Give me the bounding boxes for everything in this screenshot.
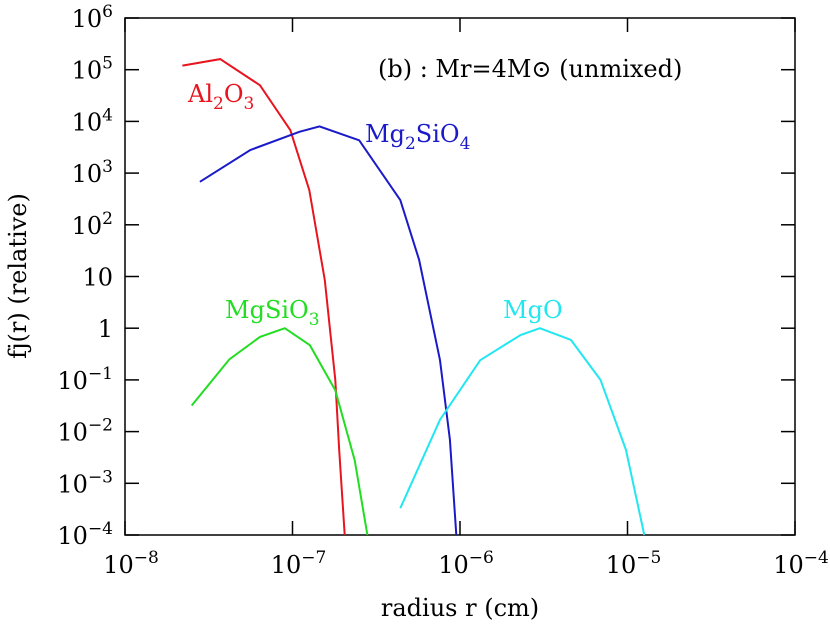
tick-label: 105 (72, 54, 113, 85)
line (190, 327, 369, 536)
tick-label: 10 (82, 264, 113, 292)
tick-base: 10 (72, 212, 103, 240)
tick-label: 10−5 (606, 548, 662, 579)
tick-exponent: 6 (102, 2, 113, 22)
tick-exponent: 5 (102, 54, 113, 74)
tick-label: 10−4 (773, 548, 829, 579)
tick-exponent: −2 (88, 416, 113, 436)
series-label: Mg2SiO4 (365, 120, 470, 154)
tick-base: 10 (72, 108, 103, 136)
series-label: MgO (503, 296, 563, 324)
tick-exponent: −1 (88, 364, 113, 384)
tick-label: 10−4 (57, 519, 113, 550)
line (199, 125, 458, 536)
tick-label: 103 (72, 157, 113, 188)
tick-exponent: 2 (102, 209, 113, 229)
series-label: Al2O3 (187, 80, 254, 114)
tick-base: 10 (72, 57, 103, 85)
tick-base: 10 (773, 551, 804, 579)
tick-label: 10−2 (57, 416, 113, 447)
tick-exponent: −3 (88, 467, 113, 487)
tick-label: 10−1 (57, 364, 113, 395)
tick-exponent: −8 (134, 548, 159, 568)
tick-base: 10 (271, 551, 302, 579)
tick-exponent: 3 (102, 157, 113, 177)
tick-label: 10−7 (271, 548, 327, 579)
line (399, 327, 646, 536)
tick-base: 10 (72, 160, 103, 188)
line (182, 58, 346, 536)
tick-label: 10−6 (438, 548, 494, 579)
tick-label: 102 (72, 209, 113, 240)
tick-label: 104 (72, 105, 113, 136)
tick-exponent: 4 (102, 105, 113, 125)
tick-base: 10 (57, 470, 88, 498)
tick-exponent: −5 (636, 548, 661, 568)
tick-exponent: −7 (301, 548, 326, 568)
tick-base: 10 (103, 551, 134, 579)
annotation: (b) : Mr=4M⊙ (unmixed) (378, 55, 682, 83)
tick-base: 10 (57, 367, 88, 395)
tick-base: 10 (72, 5, 103, 33)
tick-exponent: −6 (469, 548, 494, 568)
tick-base: 10 (438, 551, 469, 579)
series-label: MgSiO3 (225, 296, 320, 330)
tick-base: 10 (57, 522, 88, 550)
tick-label: 10−3 (57, 467, 113, 498)
y-axis-label: fj(r) (relative) (4, 193, 32, 359)
tick-base: 10 (606, 551, 637, 579)
tick-base: 10 (57, 419, 88, 447)
tick-exponent: −4 (804, 548, 829, 568)
tick-label: 10−8 (103, 548, 159, 579)
tick-label: 1 (98, 315, 113, 343)
tick-exponent: −4 (88, 519, 113, 539)
tick-label: 106 (72, 2, 113, 33)
x-axis-label: radius r (cm) (381, 594, 539, 622)
